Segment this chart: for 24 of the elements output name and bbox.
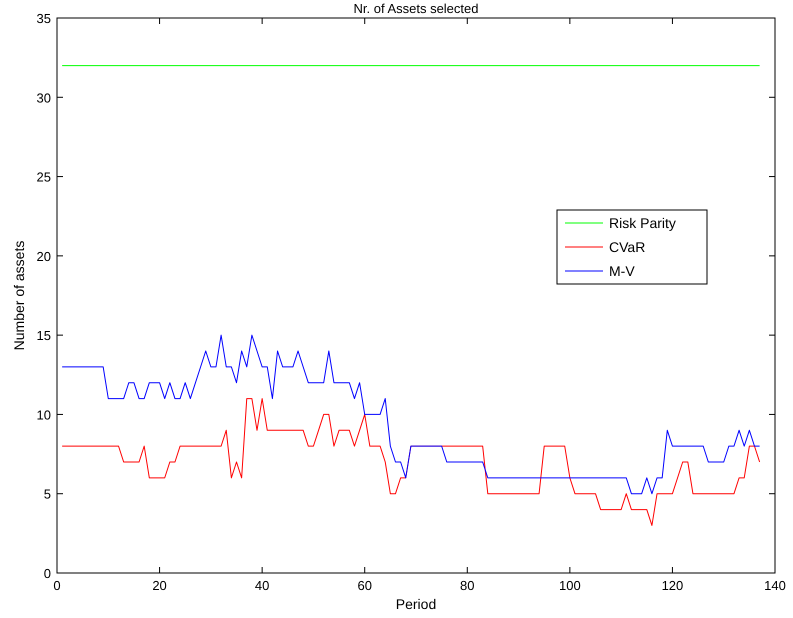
x-axis-title: Period bbox=[396, 596, 436, 612]
line-series bbox=[62, 334, 760, 494]
x-tick-label: 60 bbox=[357, 578, 372, 593]
y-tick-label: 15 bbox=[36, 328, 51, 344]
x-tick-label: 100 bbox=[559, 578, 581, 593]
y-tick-label: 25 bbox=[36, 170, 51, 185]
x-tick-label: 140 bbox=[764, 578, 786, 593]
legend-label: M-V bbox=[609, 263, 636, 279]
x-tick-label: 20 bbox=[152, 578, 167, 593]
x-tick-label: 80 bbox=[460, 578, 475, 593]
x-tick-label: 120 bbox=[662, 578, 684, 593]
chart-title: Nr. of Assets selected bbox=[353, 1, 479, 16]
x-tick-label: 40 bbox=[254, 578, 270, 593]
legend-label: Risk Parity bbox=[609, 215, 676, 231]
y-tick-label: 0 bbox=[44, 566, 51, 581]
y-tick-label: 10 bbox=[36, 407, 51, 422]
y-tick-label: 35 bbox=[36, 11, 51, 26]
y-tick-label: 20 bbox=[36, 248, 51, 264]
line-series bbox=[62, 398, 760, 526]
legend-label: CVaR bbox=[609, 239, 646, 255]
x-tick-label: 0 bbox=[53, 578, 61, 593]
y-tick-label: 5 bbox=[44, 486, 51, 502]
y-axis-title: Number of assets bbox=[11, 240, 27, 350]
y-tick-label: 30 bbox=[36, 90, 51, 106]
